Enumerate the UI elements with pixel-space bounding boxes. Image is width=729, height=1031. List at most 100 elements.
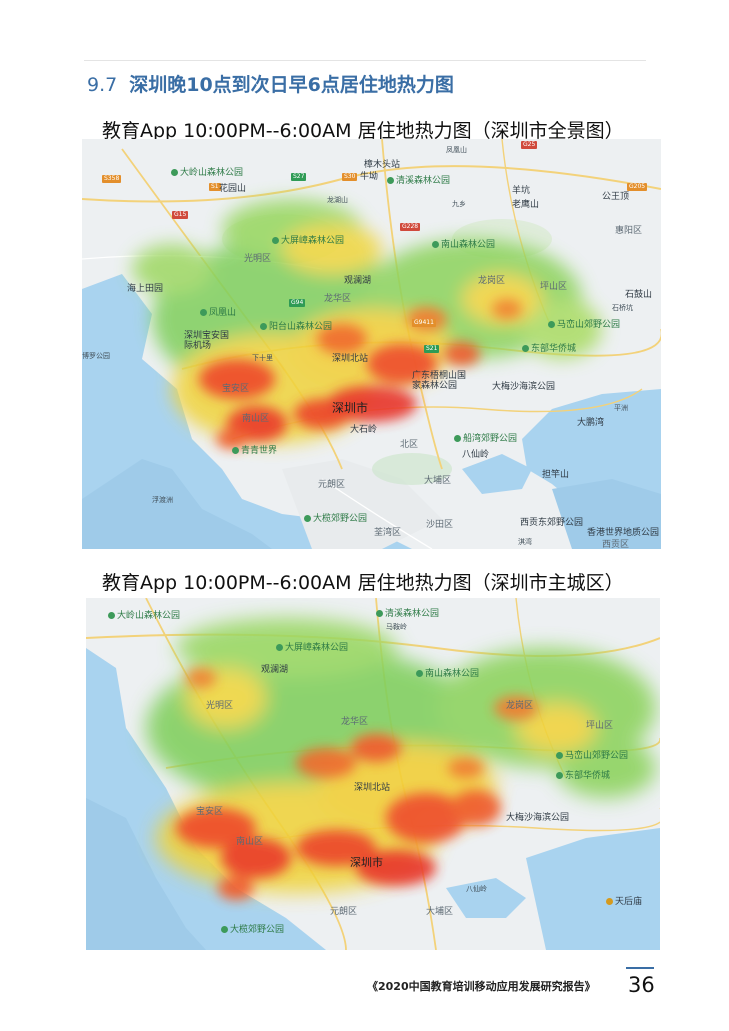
map-label: 九乡 xyxy=(452,200,466,208)
map-label: 宝安区 xyxy=(222,384,250,394)
map-label: 龙岗区 xyxy=(478,276,506,286)
map-label: 公王顶 xyxy=(602,192,630,202)
map-label: 宝安区 xyxy=(196,807,224,817)
map-label: 八仙岭 xyxy=(466,885,487,893)
map-label: 淇湾 xyxy=(518,538,532,546)
map-label: 浮渡洲 xyxy=(152,496,173,504)
road-shield: S21 xyxy=(424,345,440,353)
map-label: 石鼓山 xyxy=(625,290,653,300)
park-icon xyxy=(171,169,178,176)
map-label: 大埔区 xyxy=(426,907,454,917)
map-label: 清溪森林公园 xyxy=(387,173,450,186)
map-label: 羊坑 xyxy=(512,186,531,196)
map-label: 青青世界 xyxy=(232,443,277,456)
section-title-text: 深圳晚10点到次日早6点居住地热力图 xyxy=(129,74,454,96)
map-label: 船湾郊野公园 xyxy=(454,431,517,444)
map-label: 龙岗区 xyxy=(506,701,534,711)
map-label: 大榄郊野公园 xyxy=(221,922,284,935)
road-shield: G94 xyxy=(289,299,306,307)
map-label: 沙田区 xyxy=(426,520,454,530)
map-label: 深圳北站 xyxy=(332,354,369,364)
footer-report-title: 《2020中国教育培训移动应用发展研究报告》 xyxy=(367,980,596,993)
map-label: 八仙岭 xyxy=(462,450,490,460)
map-label: 清溪森林公园 xyxy=(376,606,439,619)
map-label: 光明区 xyxy=(244,254,272,264)
temple-icon xyxy=(606,898,613,905)
park-icon xyxy=(556,772,563,779)
map-label: 博罗公园 xyxy=(82,352,110,360)
map-label: 樟木头站 xyxy=(364,160,401,170)
park-icon xyxy=(522,345,529,352)
map-label: 大岭山森林公园 xyxy=(171,165,243,178)
map-label: 大鹏湾 xyxy=(577,418,605,428)
map-label: 大梅沙海滨公园 xyxy=(506,813,570,823)
map-label: 大岭山森林公园 xyxy=(108,608,180,621)
road-shield: S27 xyxy=(291,173,307,181)
map-label: 南山区 xyxy=(236,837,264,847)
park-icon xyxy=(387,177,394,184)
map-label: 香港世界地质公园 xyxy=(587,528,660,538)
map-label: 南山森林公园 xyxy=(416,666,479,679)
park-icon xyxy=(454,435,461,442)
map-label: 元朗区 xyxy=(330,907,358,917)
map-label: 南山森林公园 xyxy=(432,237,495,250)
park-icon xyxy=(548,321,555,328)
road-shield: G25 xyxy=(521,141,538,149)
map-label: 坪山区 xyxy=(586,721,614,731)
map-label: 深圳市 xyxy=(332,401,369,415)
heatmap-panorama-canvas xyxy=(82,139,661,549)
map-label: 大榄郊野公园 xyxy=(304,511,367,524)
map-label: 凤凰山 xyxy=(446,146,467,154)
map-label: 广东梧桐山国家森林公园 xyxy=(412,371,467,391)
park-icon xyxy=(376,610,383,617)
map-label: 老鹰山 xyxy=(512,200,540,210)
map-caption-panorama: 教育App 10:00PM--6:00AM 居住地热力图（深圳市全景图） xyxy=(102,120,624,142)
footer-rule xyxy=(626,967,654,969)
map-label: 平洲 xyxy=(614,404,628,412)
map-label: 马峦山郊野公园 xyxy=(556,748,628,761)
map-label: 大石岭 xyxy=(350,425,378,435)
park-icon xyxy=(232,447,239,454)
map-label: 坪山区 xyxy=(540,282,568,292)
map-label: 光明区 xyxy=(206,701,234,711)
park-icon xyxy=(200,309,207,316)
section-number: 9.7 xyxy=(87,74,118,96)
map-label: 大屏嶂森林公园 xyxy=(272,233,344,246)
map-label: 大埔区 xyxy=(424,476,452,486)
road-shield: S30 xyxy=(342,173,358,181)
map-label: 深圳北站 xyxy=(354,783,391,793)
road-shield: G9411 xyxy=(412,319,436,327)
park-icon xyxy=(556,752,563,759)
heatmap-panorama[interactable]: G25 S358 S1 S27 S30 G15 G228 G94 S21 G20… xyxy=(82,139,661,549)
park-icon xyxy=(432,241,439,248)
map-label: 西贡区 xyxy=(602,540,630,549)
map-label: 海上田园 xyxy=(127,284,164,294)
map-label: 元朗区 xyxy=(318,480,346,490)
park-icon xyxy=(272,237,279,244)
map-label: 深圳市 xyxy=(350,856,383,869)
map-label: 石桥坑 xyxy=(612,304,633,312)
road-shield: S358 xyxy=(102,175,122,183)
road-shield: G228 xyxy=(400,223,421,231)
map-label: 惠阳区 xyxy=(615,226,643,236)
map-label: 天后庙 xyxy=(606,894,642,907)
park-icon xyxy=(108,612,115,619)
map-label: 西贡东郊野公园 xyxy=(520,518,584,528)
map-label: 东部华侨城 xyxy=(522,341,576,354)
map-label: 牛坳 xyxy=(360,172,379,182)
map-label: 大梅沙海滨公园 xyxy=(492,382,556,392)
top-rule xyxy=(84,60,646,61)
road-shield: G205 xyxy=(627,183,648,191)
road-shield: S1 xyxy=(209,183,221,191)
map-label: 南山区 xyxy=(242,414,270,424)
map-label: 龙华区 xyxy=(324,294,352,304)
map-label: 北区 xyxy=(400,440,419,450)
map-label: 观澜湖 xyxy=(261,665,289,675)
map-label: 观澜湖 xyxy=(344,276,372,286)
park-icon xyxy=(276,644,283,651)
map-label: 龙华区 xyxy=(341,717,369,727)
park-icon xyxy=(260,323,267,330)
heatmap-main-city[interactable]: 大岭山森林公园 观澜湖 光明区 龙华区 龙岗区 坪山区 深圳北站 南山区 深圳市… xyxy=(86,598,660,950)
map-label: 花园山 xyxy=(219,184,247,194)
map-label: 大屏嶂森林公园 xyxy=(276,640,348,653)
